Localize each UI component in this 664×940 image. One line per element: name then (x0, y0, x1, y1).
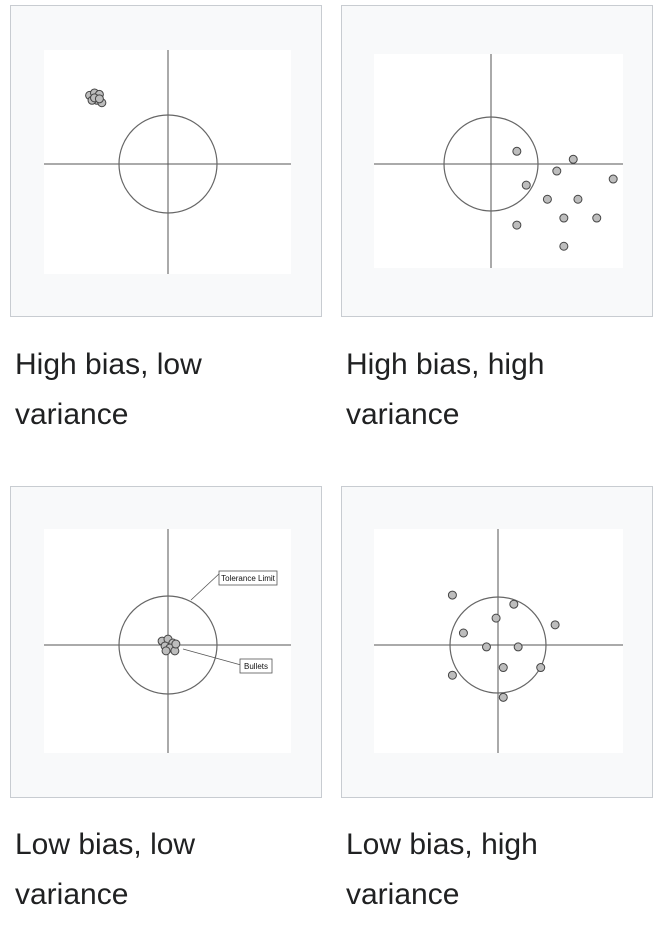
tolerance-circle (449, 596, 547, 694)
panel-frame-low-bias-low-variance: Tolerance Limit Bullets (10, 486, 322, 798)
callout-box (218, 570, 278, 586)
shot-point (573, 194, 583, 204)
shot-point (498, 663, 508, 673)
shot-point (509, 599, 519, 609)
callout-tolerance-limit: Tolerance Limit (190, 570, 278, 601)
shot-point (491, 613, 501, 623)
shot-point (592, 213, 602, 223)
target-diagram-low-bias-low-variance: Tolerance Limit Bullets (44, 529, 291, 753)
callout-box (239, 658, 273, 674)
shot-point (512, 220, 522, 230)
tolerance-circle (443, 116, 539, 212)
caption-low-bias-low-variance: Low bias, low variance (15, 828, 196, 911)
shot-point (94, 94, 104, 104)
shot-point (608, 174, 618, 184)
callout-bullets: Bullets (182, 648, 273, 674)
shot-point (447, 670, 457, 680)
shot-point (481, 642, 491, 652)
shot-point (447, 590, 457, 600)
target-diagram-high-bias-high-variance (374, 54, 623, 268)
tolerance-circle (118, 595, 218, 695)
shot-point (552, 166, 562, 176)
callout-label-bullets: Bullets (244, 662, 268, 671)
caption-low-bias-high-variance: Low bias, high variance (346, 828, 538, 911)
shot-point (559, 213, 569, 223)
shot-point (521, 180, 531, 190)
shot-point (536, 663, 546, 673)
shot-point (458, 628, 468, 638)
shot-point (513, 642, 523, 652)
callout-label-tolerance-limit: Tolerance Limit (221, 574, 276, 583)
panel-frame-high-bias-high-variance (341, 5, 653, 317)
shot-point (559, 241, 569, 251)
target-diagram-low-bias-high-variance (374, 529, 623, 753)
callout-leader-line (182, 648, 242, 666)
target-diagram-high-bias-low-variance (44, 50, 291, 274)
caption-high-bias-high-variance: High bias, high variance (346, 348, 545, 431)
tolerance-circle (118, 114, 218, 214)
shot-point (542, 194, 552, 204)
shot-point (161, 646, 171, 656)
caption-high-bias-low-variance: High bias, low variance (15, 348, 202, 431)
shot-point (550, 620, 560, 630)
panel-frame-low-bias-high-variance (341, 486, 653, 798)
shot-point (171, 639, 181, 649)
shot-point (498, 692, 508, 702)
shot-point (568, 154, 578, 164)
plot-background (374, 54, 623, 268)
shot-point (512, 146, 522, 156)
panel-frame-high-bias-low-variance (10, 5, 322, 317)
callout-leader-line (190, 572, 221, 601)
